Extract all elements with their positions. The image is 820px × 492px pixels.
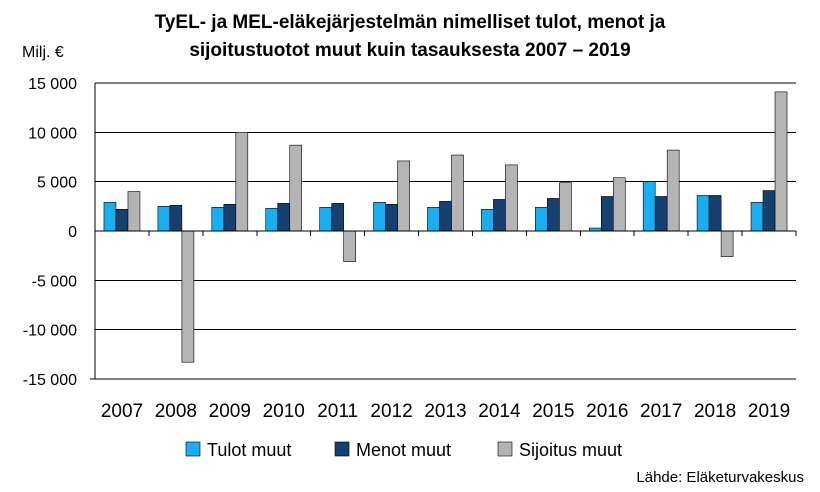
bar (265, 208, 279, 232)
x-tick-label: 2012 (370, 401, 412, 422)
bar (127, 191, 141, 232)
bar (103, 202, 117, 232)
bar (559, 182, 572, 232)
legend-label: Tulot muut (207, 440, 291, 460)
bar (211, 207, 225, 232)
bar (612, 177, 626, 232)
bar (762, 190, 776, 232)
x-tick-label: 2014 (478, 401, 521, 422)
x-tick-label: 2009 (209, 401, 251, 422)
y-tick-label: -15 000 (23, 372, 77, 389)
legend-label: Menot muut (356, 440, 451, 460)
bar (708, 195, 722, 232)
bar (343, 230, 356, 262)
y-tick-label: 15 000 (28, 76, 77, 93)
legend-swatch (497, 441, 513, 457)
bar (157, 206, 171, 232)
y-tick-label: -5 000 (32, 273, 77, 290)
bar (654, 196, 668, 232)
bar (439, 201, 452, 232)
bar (331, 203, 344, 232)
bar (289, 144, 303, 232)
bar (481, 208, 494, 232)
bar (505, 164, 518, 232)
bar (223, 204, 237, 232)
bar (373, 202, 386, 232)
bar (181, 230, 195, 363)
x-tick-label: 2008 (155, 401, 197, 422)
y-tick-label: 10 000 (28, 125, 77, 142)
y-tick-label: 0 (68, 224, 77, 241)
x-tick-label: 2010 (263, 401, 305, 422)
bar (427, 207, 440, 232)
bar (319, 207, 332, 232)
bar (169, 205, 183, 232)
bar (397, 160, 410, 232)
y-tick-label: -10 000 (23, 323, 77, 340)
bar (720, 230, 734, 257)
legend-label: Sijoitus muut (519, 440, 622, 460)
chart-title-line-2: sijoitustuotot muut kuin tasauksesta 200… (189, 40, 631, 61)
x-tick-label: 2016 (586, 401, 628, 422)
bar (277, 203, 291, 232)
bar (600, 196, 614, 232)
x-tick-label: 2011 (317, 401, 358, 422)
bar (493, 199, 506, 232)
y-axis-unit-label: Milj. € (22, 44, 64, 61)
bar (235, 132, 249, 232)
bar (774, 91, 788, 232)
bar (547, 198, 560, 232)
bar (666, 149, 680, 232)
bar (535, 207, 548, 232)
legend-swatch (334, 441, 350, 457)
bar (750, 202, 764, 232)
legend-swatch (185, 441, 201, 457)
chart-title-line-1: TyEL- ja MEL-eläkejärjestelmän nimellise… (154, 12, 666, 33)
x-tick-label: 2007 (101, 401, 143, 422)
x-tick-label: 2015 (532, 401, 574, 422)
bar (451, 154, 464, 232)
x-tick-label: 2018 (694, 401, 736, 422)
bar (385, 204, 398, 232)
x-tick-label: 2013 (424, 401, 466, 422)
bar (642, 181, 656, 232)
x-tick-label: 2019 (748, 401, 790, 422)
x-tick-label: 2017 (640, 401, 682, 422)
bar (696, 195, 710, 232)
source-note: Lähde: Eläketurvakeskus (636, 469, 804, 486)
y-tick-label: 5 000 (37, 175, 77, 192)
bar (115, 208, 129, 232)
